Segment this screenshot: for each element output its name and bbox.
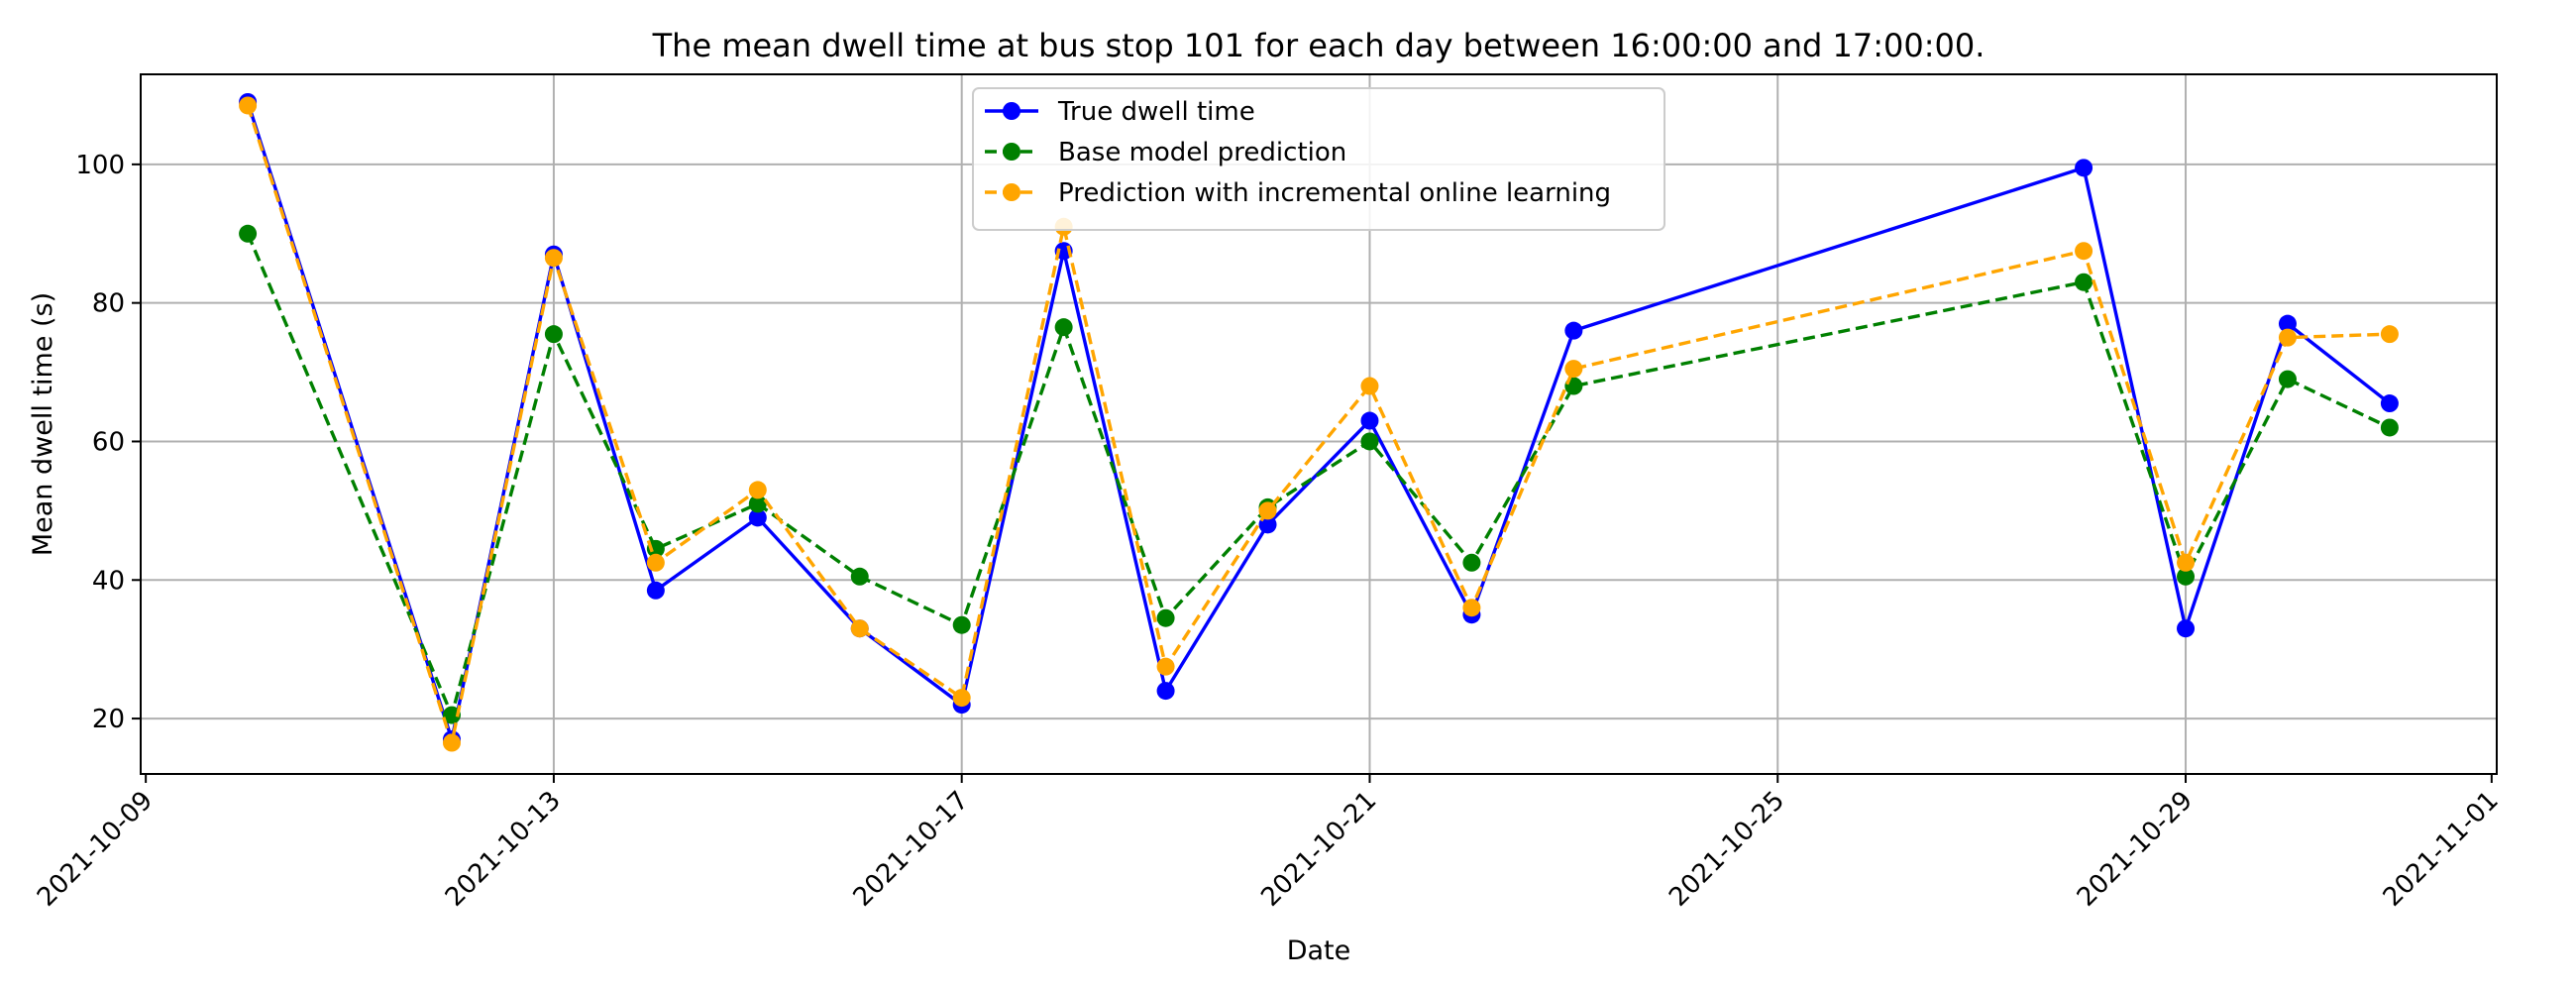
- y-tick-label: 100: [75, 151, 125, 180]
- data-point: [748, 481, 767, 499]
- data-point: [952, 689, 971, 708]
- legend-box: [972, 87, 1665, 231]
- legend-marker: [1003, 143, 1020, 161]
- data-point: [1462, 599, 1481, 617]
- y-axis-ticks: 20 40 60 80 100: [75, 151, 141, 734]
- data-point: [1054, 318, 1073, 337]
- legend-marker: [1003, 102, 1020, 120]
- data-point: [544, 249, 563, 268]
- data-point: [442, 706, 461, 724]
- legend-marker: [1003, 183, 1020, 201]
- x-tick-label: 2021-10-13: [440, 786, 567, 913]
- data-point: [2075, 242, 2093, 261]
- data-point: [2075, 273, 2093, 291]
- x-tick-label: 2021-10-17: [848, 786, 975, 913]
- data-point: [2380, 325, 2399, 344]
- data-point: [646, 581, 665, 600]
- y-tick-label: 20: [92, 705, 125, 734]
- series-2: [239, 96, 2399, 752]
- data-point: [850, 567, 869, 586]
- data-point: [1360, 377, 1379, 395]
- plot-series: [239, 92, 2399, 752]
- x-axis-ticks: 2021-10-09 2021-10-13 2021-10-17 2021-10-21…: [32, 774, 2505, 913]
- data-point: [1156, 608, 1175, 627]
- legend: True dwell time Base model prediction Pred…: [972, 87, 1665, 231]
- data-point: [1360, 411, 1379, 430]
- legend-label: Base model prediction: [1058, 138, 1346, 167]
- data-point: [1564, 360, 1583, 379]
- legend-label: True dwell time: [1057, 97, 1255, 127]
- data-point: [239, 96, 258, 115]
- y-tick-label: 60: [92, 427, 125, 457]
- data-point: [2380, 394, 2399, 413]
- data-point: [1462, 553, 1481, 572]
- x-tick-label: 2021-10-21: [1255, 786, 1382, 913]
- x-tick-label: 2021-10-29: [2072, 786, 2199, 913]
- y-tick-label: 80: [92, 289, 125, 319]
- series-1: [239, 224, 2399, 724]
- data-point: [544, 325, 563, 344]
- data-point: [646, 553, 665, 572]
- data-point: [2177, 553, 2196, 572]
- data-point: [2177, 619, 2196, 638]
- data-point: [2075, 159, 2093, 177]
- y-tick-label: 40: [92, 566, 125, 596]
- chart-title: The mean dwell time at bus stop 101 for …: [652, 27, 1986, 64]
- legend-label: Prediction with incremental online learn…: [1058, 178, 1611, 208]
- x-tick-label: 2021-10-25: [1664, 786, 1790, 913]
- data-point: [2380, 418, 2399, 437]
- data-point: [1360, 432, 1379, 451]
- data-point: [2278, 370, 2297, 388]
- data-point: [1156, 682, 1175, 701]
- data-point: [1564, 321, 1583, 340]
- data-point: [239, 224, 258, 243]
- x-tick-label: 2021-10-09: [32, 786, 159, 913]
- data-point: [1258, 501, 1277, 520]
- data-point: [748, 508, 767, 527]
- data-point: [952, 615, 971, 634]
- x-tick-label: 2021-11-01: [2378, 786, 2505, 913]
- data-point: [850, 619, 869, 638]
- plot-frame: [140, 73, 2498, 775]
- data-point: [2278, 314, 2297, 333]
- data-point: [2278, 328, 2297, 347]
- data-point: [1156, 657, 1175, 676]
- x-axis-label: Date: [1287, 936, 1351, 966]
- y-axis-label: Mean dwell time (s): [28, 292, 58, 556]
- data-point: [442, 733, 461, 752]
- data-point: [748, 495, 767, 513]
- data-point: [2177, 567, 2196, 586]
